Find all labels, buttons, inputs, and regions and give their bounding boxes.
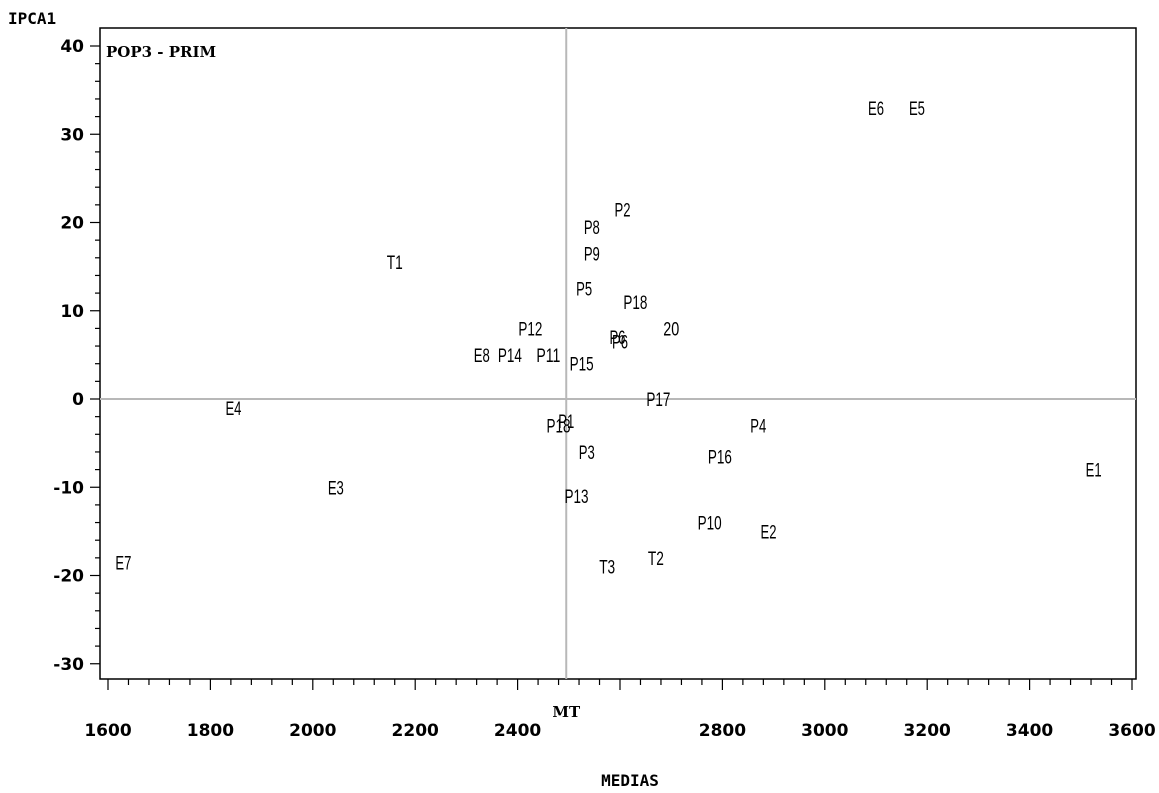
y-tick-label: -20 [53,567,84,587]
point-label: T2 [648,549,664,570]
point-label: P13 [564,487,588,508]
chart-title: POP3 - PRIM [106,43,216,61]
point-label: E4 [225,399,241,420]
y-axis: 40 30 20 10 0 -10 -20 -30 [53,37,100,675]
point-label: P16 [708,447,732,468]
point-label: P15 [570,355,594,376]
y-tick-label: 0 [72,390,84,410]
point-label: E5 [909,99,925,120]
y-tick-label: 30 [60,125,84,145]
point-label: E6 [868,99,884,120]
x-tick-label: 1600 [84,721,131,741]
y-tick-label: -30 [53,655,84,675]
point-label: P11 [536,346,560,367]
point-label: T3 [599,558,615,579]
point-label: P14 [498,346,522,367]
point-label: P1 [558,412,574,433]
point-label: P17 [646,390,670,411]
y-tick-label: 20 [60,214,84,234]
y-axis-title: IPCA1 [8,9,56,28]
mean-reference-label: MT [552,703,581,721]
point-label: E2 [760,522,776,543]
point-label: P8 [584,218,600,239]
point-label: E8 [474,346,490,367]
x-tick-label: 3200 [904,721,951,741]
point-label: 20 [663,319,679,340]
x-axis: 1600 1800 2000 2200 2400 2800 3000 3200 3400 3600 [84,679,1156,741]
point-label: P10 [698,514,722,535]
x-axis-title: MEDIAS [601,771,659,790]
point-label: P12 [518,319,542,340]
point-label: E3 [328,478,344,499]
plot-frame [99,27,1137,680]
x-tick-label: 2200 [392,721,439,741]
x-tick-label: 2000 [289,721,336,741]
y-tick-label: 40 [60,37,84,57]
x-tick-label: 2400 [494,721,541,741]
point-label: P3 [579,443,595,464]
x-tick-label: 3600 [1108,721,1155,741]
reference-lines [100,28,1136,679]
point-label: E1 [1086,461,1102,482]
y-tick-label: -10 [53,478,84,498]
x-tick-label: 3400 [1006,721,1053,741]
x-tick-label: 2800 [699,721,746,741]
point-label: P6 [609,328,625,349]
x-tick-label: 3000 [801,721,848,741]
point-label: P6 [612,333,628,354]
point-label: P18 [623,293,647,314]
y-tick-label: 10 [60,302,84,322]
point-label: P9 [584,244,600,265]
point-label: E7 [115,553,131,574]
point-label: P5 [576,280,592,301]
point-label: P18 [547,416,571,437]
point-label: P2 [615,200,631,221]
x-tick-label: 1800 [187,721,234,741]
point-label: T1 [387,253,403,274]
point-label: P4 [750,416,766,437]
